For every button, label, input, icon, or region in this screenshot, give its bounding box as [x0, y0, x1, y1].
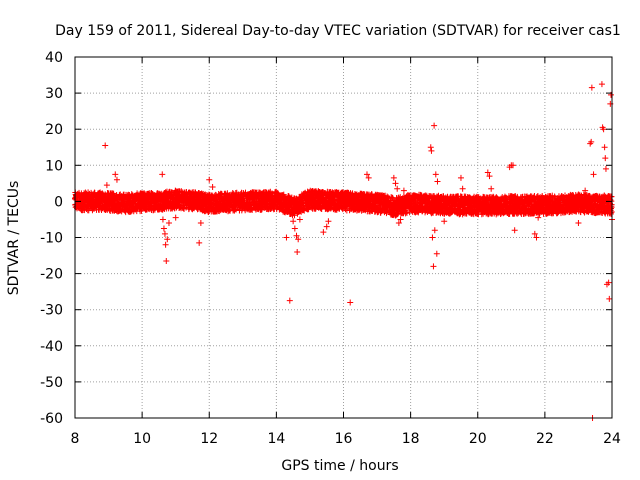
- x-axis-label: GPS time / hours: [281, 458, 398, 474]
- y-tick-label: -60: [40, 411, 63, 427]
- data-point: [141, 190, 148, 197]
- data-point: [434, 178, 441, 185]
- data-point: [511, 227, 518, 234]
- data-point: [347, 299, 354, 306]
- x-tick-label: 16: [335, 431, 353, 447]
- y-tick-label: -50: [40, 375, 63, 391]
- data-point: [575, 220, 582, 227]
- data-point: [286, 297, 293, 304]
- data-point: [325, 218, 332, 225]
- y-axis-label: SDTVAR / TECUs: [6, 181, 22, 296]
- data-point: [459, 185, 466, 192]
- x-tick-label: 10: [133, 431, 151, 447]
- data-point: [400, 187, 407, 194]
- chart-title: Day 159 of 2011, Sidereal Day-to-day VTE…: [55, 23, 621, 39]
- data-point: [431, 227, 438, 234]
- y-tick-label: -40: [40, 339, 63, 355]
- data-point: [602, 165, 609, 172]
- y-tick-label: 0: [54, 194, 63, 210]
- y-tick-label: 30: [45, 86, 63, 102]
- y-tick-label: 40: [45, 50, 63, 66]
- data-point: [233, 206, 240, 213]
- data-point: [431, 122, 438, 129]
- data-point: [429, 234, 436, 241]
- data-point: [162, 241, 169, 248]
- data-point: [390, 174, 397, 181]
- grid: [75, 57, 612, 418]
- data-point: [427, 144, 434, 151]
- data-point: [159, 171, 166, 178]
- data-point: [323, 223, 330, 230]
- data-point: [197, 220, 204, 227]
- data-point: [112, 171, 119, 178]
- x-tick-label: 24: [603, 431, 621, 447]
- data-point: [430, 263, 437, 270]
- data-point: [290, 218, 297, 225]
- x-tick-label: 20: [469, 431, 487, 447]
- data-point: [598, 81, 605, 88]
- data-point: [159, 216, 166, 223]
- data-point: [291, 225, 298, 232]
- data-point: [165, 220, 172, 227]
- data-point: [294, 248, 301, 255]
- data-point: [432, 171, 439, 178]
- data-point: [161, 230, 168, 237]
- y-tick-label: 20: [45, 122, 63, 138]
- data-point: [296, 216, 303, 223]
- data-point: [457, 174, 464, 181]
- data-point: [392, 180, 399, 187]
- data-point: [172, 214, 179, 221]
- data-point: [601, 144, 608, 151]
- data-point: [103, 182, 110, 189]
- data-series: [72, 81, 615, 421]
- y-tick-label: -10: [40, 231, 63, 247]
- data-point: [602, 155, 609, 162]
- y-tick-label: -20: [40, 267, 63, 283]
- x-tick-label: 14: [267, 431, 285, 447]
- data-point: [433, 250, 440, 257]
- data-point: [590, 171, 597, 178]
- x-tick-label: 8: [71, 431, 80, 447]
- data-point: [163, 257, 170, 264]
- data-point: [177, 188, 184, 195]
- data-point: [283, 234, 290, 241]
- data-point: [209, 183, 216, 190]
- data-point: [606, 295, 613, 302]
- data-point: [320, 229, 327, 236]
- x-tick-label: 22: [536, 431, 554, 447]
- y-tick-label: -30: [40, 303, 63, 319]
- y-tick-label: 10: [45, 158, 63, 174]
- data-point: [488, 185, 495, 192]
- ticks: 8 10 12 14 16 18 20 22 24 40 30 20 10 0 -10 -20 -30 -40 -5…: [40, 50, 621, 447]
- data-point: [588, 84, 595, 91]
- data-point: [196, 239, 203, 246]
- data-point: [206, 176, 213, 183]
- data-point: [428, 147, 435, 154]
- data-point: [160, 225, 167, 232]
- data-point: [394, 185, 401, 192]
- x-tick-label: 18: [402, 431, 420, 447]
- data-point: [441, 218, 448, 225]
- x-tick-label: 12: [200, 431, 218, 447]
- data-point: [102, 142, 109, 149]
- data-point: [113, 176, 120, 183]
